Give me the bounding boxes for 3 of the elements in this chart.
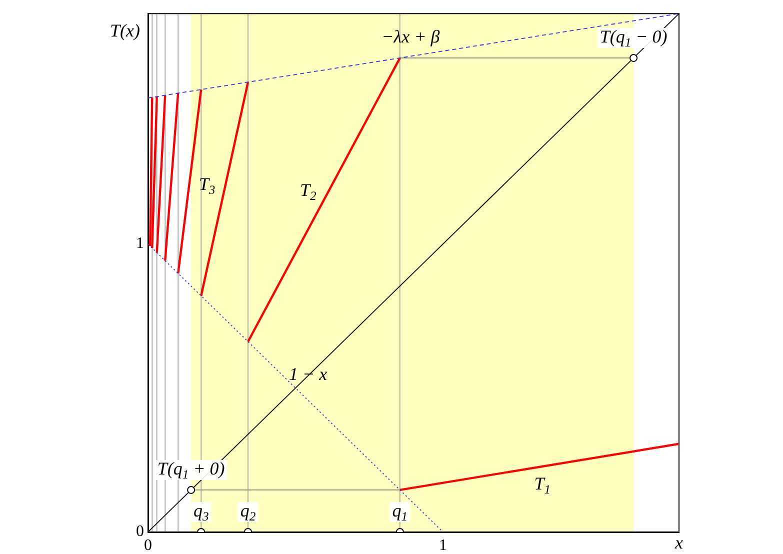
- x-axis-title: x: [674, 532, 684, 553]
- y-axis-title: T(x): [110, 20, 140, 40]
- series-label: −λx + β: [382, 26, 440, 47]
